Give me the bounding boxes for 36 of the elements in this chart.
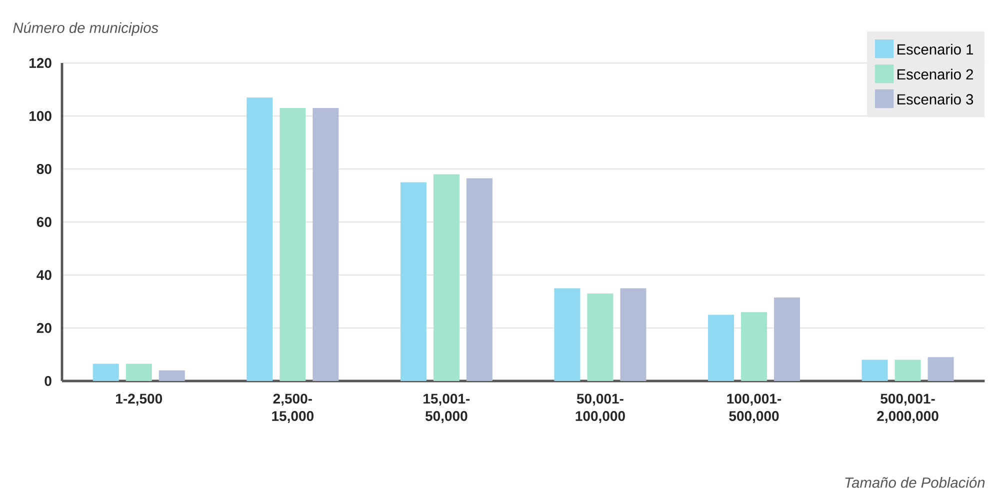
bar (928, 357, 954, 381)
x-tick-label: 100,001-500,000 (727, 394, 782, 423)
legend-label: Escenario 3 (897, 94, 974, 105)
x-axis-title: Tamaño de Población (845, 476, 985, 488)
bar (862, 360, 888, 381)
y-axis-title: Número de municipios (13, 22, 158, 36)
x-tick-label: 1-2,500 (116, 394, 162, 406)
x-tick-label: 50,001-100,000 (576, 394, 625, 423)
bar (92, 364, 119, 381)
y-tick-label: 100 (29, 111, 52, 121)
x-tick-label: 15,001-50,000 (424, 394, 470, 423)
bar (620, 288, 646, 381)
bar (400, 182, 426, 381)
bar (741, 312, 767, 381)
y-tick-label: 0 (44, 376, 52, 386)
bar (433, 174, 460, 381)
y-tick-label: 40 (36, 270, 52, 280)
bar (158, 370, 185, 381)
bar (774, 298, 800, 381)
bar (280, 108, 306, 381)
legend-label: Escenario 1 (897, 44, 973, 55)
y-tick-label: 60 (36, 217, 52, 227)
y-tick-label: 120 (29, 58, 52, 68)
bar (126, 364, 152, 381)
bar (587, 294, 614, 381)
x-tick-label: 2,500-15,000 (272, 394, 314, 423)
bar (246, 97, 273, 381)
legend-label: Escenario 2 (897, 68, 973, 80)
bar (554, 288, 580, 381)
y-tick-label: 20 (36, 323, 52, 333)
bar (466, 178, 492, 381)
bar (312, 108, 339, 381)
y-tick-label: 80 (36, 164, 52, 174)
x-tick-label: 500,001-2,000,000 (877, 394, 938, 423)
bar (708, 314, 734, 381)
bar (894, 360, 921, 381)
